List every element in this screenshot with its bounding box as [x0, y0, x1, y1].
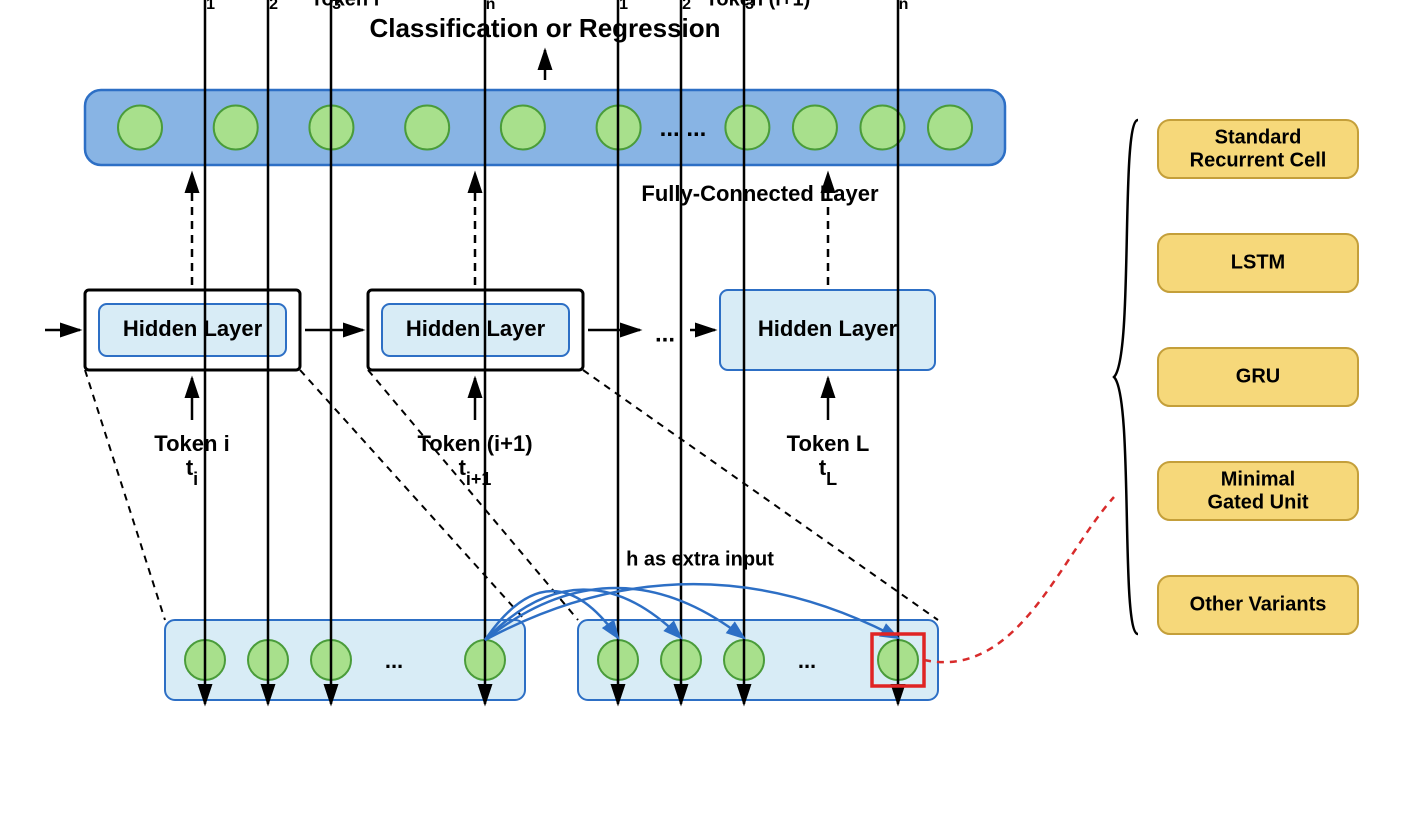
legend-brace — [1114, 120, 1138, 634]
legend-label: GRU — [1236, 365, 1280, 387]
legend-label: Minimal — [1221, 468, 1295, 490]
token-sub: ti — [186, 455, 198, 489]
legend-label: LSTM — [1231, 251, 1285, 273]
input-label: xn — [888, 0, 909, 13]
legend-label: Gated Unit — [1207, 491, 1308, 513]
svg-text:...: ... — [385, 648, 403, 673]
fc-layer-label: Fully-Connected Layer — [641, 181, 879, 206]
svg-text:... ...: ... ... — [660, 115, 707, 142]
neuron-cell — [793, 106, 837, 150]
token-label: Token (i+1) — [417, 431, 532, 456]
detail-token-label: Token (i+1) — [706, 0, 811, 10]
neuron-cell — [405, 106, 449, 150]
token-label: Token L — [787, 431, 870, 456]
neuron-cell — [928, 106, 972, 150]
legend-label: Other Variants — [1190, 593, 1327, 615]
neuron-cell — [501, 106, 545, 150]
legend-label: Standard — [1215, 126, 1302, 148]
expand-line — [368, 370, 578, 620]
svg-text:...: ... — [798, 648, 816, 673]
neuron-cell — [118, 106, 162, 150]
hidden-layer-label: Hidden Layer — [123, 316, 263, 341]
red-dash-link — [924, 497, 1114, 662]
expand-line — [85, 370, 165, 620]
token-label: Token i — [154, 431, 229, 456]
neuron-cell — [214, 106, 258, 150]
token-sub: tL — [819, 455, 837, 489]
legend-label: Recurrent Cell — [1190, 149, 1327, 171]
expand-line — [583, 370, 938, 620]
title: Classification or Regression — [369, 13, 720, 43]
expand-line — [300, 370, 525, 620]
diagram-canvas: Classification or Regression... ...Fully… — [0, 0, 1418, 825]
neuron-cell — [725, 106, 769, 150]
input-label: xn — [475, 0, 496, 13]
hidden-layer-label: Hidden Layer — [406, 316, 546, 341]
svg-text:...: ... — [655, 320, 675, 347]
hidden-layer-label: Hidden Layer — [758, 316, 898, 341]
detail-token-label: Token i — [311, 0, 380, 10]
h-extra-label: h as extra input — [626, 548, 774, 570]
